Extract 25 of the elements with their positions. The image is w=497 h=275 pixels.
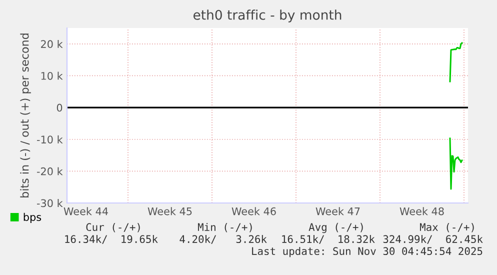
y-tick-label: -20 k <box>36 167 63 176</box>
text: Cur (-/+) <box>86 223 140 232</box>
text: Avg (-/+) <box>308 222 363 234</box>
text: 16.51k/ 18.32k <box>282 234 375 244</box>
y-axis-title: bits in (-) / out (+) per second <box>20 34 31 198</box>
line-series <box>449 138 463 190</box>
line-series <box>449 42 463 82</box>
legend-label: bps <box>24 212 42 223</box>
y-tick-label: 10 k <box>41 72 63 80</box>
x-tick-label: Week 44 <box>64 207 108 216</box>
x-tick-label: Week 47 <box>316 207 360 216</box>
x-tick-label: Week 46 <box>232 207 276 216</box>
y-tick-label: -10 k <box>36 135 63 144</box>
text: Last update: Sun Nov 30 04:45:54 2025 <box>252 246 482 258</box>
text: Max (-/+) <box>420 223 474 232</box>
text: Min (-/+) <box>198 222 252 232</box>
text: 16.34k/ 19.65k <box>65 234 158 244</box>
chart-title: eth0 traffic - by month <box>193 10 342 22</box>
y-tick-label: 20 k <box>41 40 63 48</box>
y-tick-label: -30 k <box>36 199 63 208</box>
y-tick-label: 0 <box>56 104 62 112</box>
x-tick-label: Week 45 <box>148 207 192 216</box>
x-tick-label: Week 48 <box>400 207 444 216</box>
text: 4.20k/ 3.26k <box>180 234 267 244</box>
text: 324.99k/ 62.45k <box>383 234 483 244</box>
